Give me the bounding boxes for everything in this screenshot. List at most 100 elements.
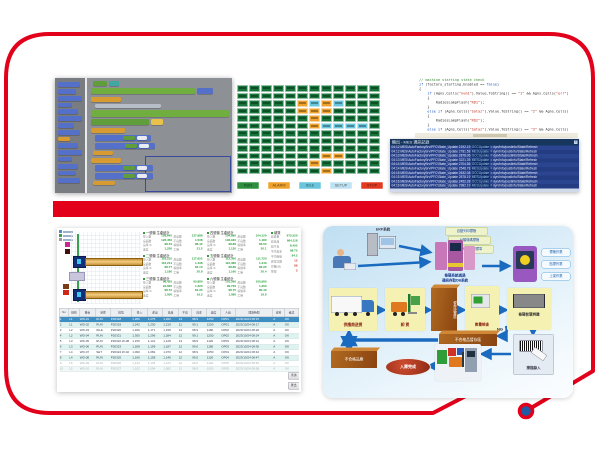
status-tile[interactable] xyxy=(333,137,344,144)
status-tile[interactable] xyxy=(237,115,248,122)
status-tile[interactable] xyxy=(369,92,380,99)
status-tile[interactable] xyxy=(273,160,284,167)
horizontal-scrollbar[interactable] xyxy=(415,133,578,138)
status-tile[interactable] xyxy=(333,145,344,152)
status-tile[interactable] xyxy=(333,160,344,167)
log-row[interactable]: 04:12 MES\AutoFactorySrv\PFC\State_Updat… xyxy=(390,149,579,155)
palette-block[interactable] xyxy=(58,89,76,94)
status-tile[interactable] xyxy=(357,160,368,167)
status-tile[interactable] xyxy=(369,122,380,129)
scrollbar-thumb[interactable] xyxy=(473,134,507,137)
table-side-button[interactable]: 匯出 xyxy=(288,382,299,390)
status-tile[interactable] xyxy=(261,160,272,167)
palette-block[interactable] xyxy=(58,178,80,183)
status-tile[interactable] xyxy=(321,92,332,99)
status-tile[interactable] xyxy=(249,107,260,114)
status-tile[interactable] xyxy=(273,167,284,174)
status-tile[interactable] xyxy=(309,115,320,122)
log-row[interactable]: 04:16 MES\AutoFactorySrv\PFC\State_Updat… xyxy=(390,179,579,185)
palette-block[interactable] xyxy=(58,143,78,148)
code-block[interactable] xyxy=(123,136,135,140)
status-tile[interactable] xyxy=(369,115,380,122)
code-block[interactable] xyxy=(137,166,147,170)
code-block[interactable] xyxy=(93,81,107,86)
status-tile[interactable] xyxy=(309,92,320,99)
status-tile[interactable] xyxy=(237,92,248,99)
status-tile[interactable] xyxy=(297,152,308,159)
status-tile[interactable] xyxy=(237,107,248,114)
table-header-cell[interactable]: 良品 xyxy=(162,308,179,317)
palette-block[interactable] xyxy=(58,103,72,107)
status-tile[interactable] xyxy=(333,85,344,92)
status-tile[interactable] xyxy=(261,100,272,107)
status-tile[interactable] xyxy=(345,160,356,167)
status-tile[interactable] xyxy=(345,145,356,152)
status-tile[interactable] xyxy=(357,92,368,99)
code-block[interactable] xyxy=(95,104,161,108)
status-tile[interactable] xyxy=(309,122,320,129)
status-tile[interactable] xyxy=(321,167,332,174)
table-header-cell[interactable]: 不良 xyxy=(178,308,192,317)
status-tile[interactable] xyxy=(321,100,332,107)
status-tile[interactable] xyxy=(285,145,296,152)
palette-block[interactable] xyxy=(58,96,82,101)
log-row[interactable]: 04:13 MES\AutoFactorySrv\PFC\State_Updat… xyxy=(390,158,579,163)
code-block[interactable] xyxy=(137,136,147,140)
data-table[interactable]: No線別機台狀態批號投入產出良品不良良率速度人員開始時間班別確認備註 1L1WD… xyxy=(59,308,299,372)
status-tile[interactable] xyxy=(261,122,272,129)
palette-block[interactable] xyxy=(58,116,82,121)
status-tile[interactable] xyxy=(321,160,332,167)
status-tile[interactable] xyxy=(261,107,272,114)
status-tile[interactable] xyxy=(369,100,380,107)
log-row[interactable]: 04:15 MES\AutoFactorySrv\PFC\State_Updat… xyxy=(390,171,579,176)
palette-block[interactable] xyxy=(58,164,78,169)
status-tile[interactable] xyxy=(249,100,260,107)
status-tile[interactable] xyxy=(309,107,320,114)
status-tile[interactable] xyxy=(333,130,344,137)
status-tile[interactable] xyxy=(297,92,308,99)
status-tile[interactable] xyxy=(333,152,344,159)
code-block[interactable] xyxy=(91,97,121,102)
status-tile[interactable] xyxy=(357,107,368,114)
status-tile[interactable] xyxy=(357,145,368,152)
status-tile[interactable] xyxy=(309,160,320,167)
code-block[interactable] xyxy=(197,88,213,94)
status-tile[interactable] xyxy=(297,130,308,137)
status-tile[interactable] xyxy=(345,122,356,129)
status-tile[interactable] xyxy=(345,92,356,99)
status-tile[interactable] xyxy=(369,130,380,137)
status-tile[interactable] xyxy=(321,107,332,114)
status-tile[interactable] xyxy=(333,92,344,99)
status-tile[interactable] xyxy=(333,115,344,122)
status-tile[interactable] xyxy=(297,115,308,122)
code-block[interactable] xyxy=(123,174,135,178)
status-tile[interactable] xyxy=(285,152,296,159)
status-tile[interactable] xyxy=(261,137,272,144)
code-block[interactable] xyxy=(151,119,163,125)
status-tile[interactable] xyxy=(309,100,320,107)
table-row[interactable]: 7 L4 WD-07 SET P20324 W-02 1,090 1,082 1,070 12 9… xyxy=(59,349,299,356)
status-tile[interactable] xyxy=(249,145,260,152)
code-block[interactable] xyxy=(137,174,147,178)
status-tile[interactable] xyxy=(237,167,248,174)
status-tile[interactable] xyxy=(333,100,344,107)
code-block[interactable] xyxy=(91,88,195,94)
status-tile[interactable] xyxy=(237,122,248,129)
status-tile[interactable] xyxy=(261,92,272,99)
status-tile[interactable] xyxy=(297,107,308,114)
palette-block[interactable] xyxy=(58,171,76,175)
log-row[interactable]: 04:12 MES\AutoFactorySrv\PFC\State_Updat… xyxy=(390,145,579,150)
status-tile[interactable] xyxy=(285,85,296,92)
log-row[interactable]: 04:16 MES\AutoFactorySrv\PFC\State_Updat… xyxy=(390,184,579,189)
status-tile[interactable] xyxy=(261,145,272,152)
palette-block[interactable] xyxy=(58,157,72,161)
status-tile[interactable] xyxy=(261,167,272,174)
table-header-cell[interactable]: 機台 xyxy=(79,308,96,317)
status-tile[interactable] xyxy=(369,145,380,152)
status-tile[interactable] xyxy=(249,130,260,137)
status-tile[interactable] xyxy=(273,92,284,99)
status-tile[interactable] xyxy=(237,100,248,107)
log-row[interactable]: 04:14 MES\AutoFactorySrv\PFC\State_Updat… xyxy=(390,162,579,167)
status-tile[interactable] xyxy=(237,130,248,137)
status-tile[interactable] xyxy=(297,137,308,144)
